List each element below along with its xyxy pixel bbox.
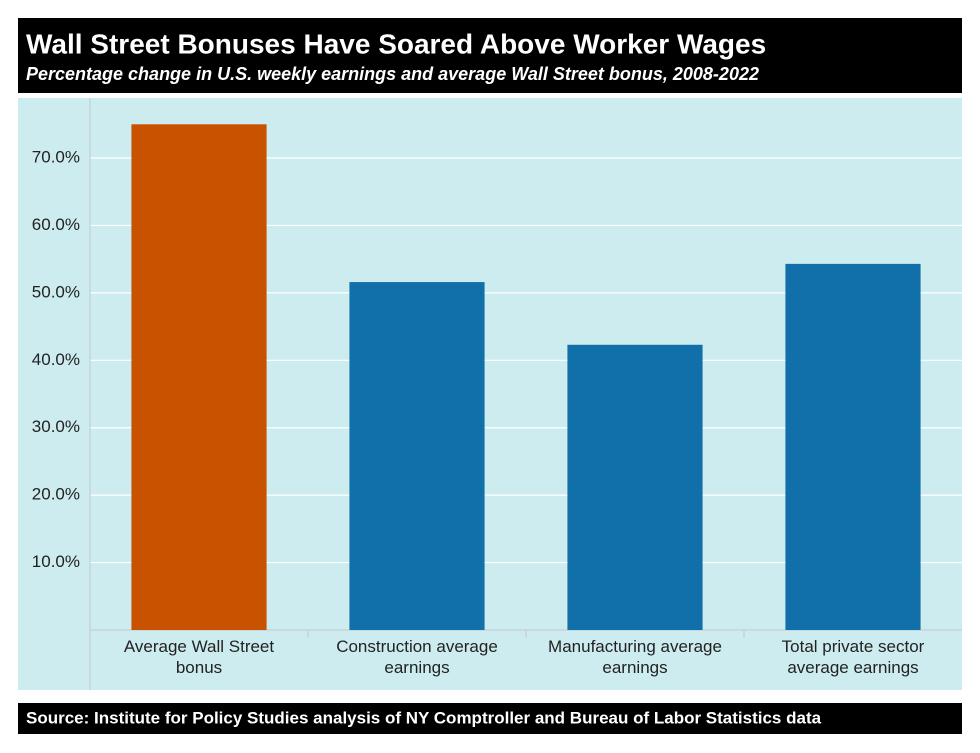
- chart-title: Wall Street Bonuses Have Soared Above Wo…: [26, 28, 766, 59]
- x-tick-label: Construction average earnings: [336, 637, 498, 677]
- x-tick-label: Total private sector average earnings: [781, 637, 925, 677]
- x-tick-label: Manufacturing average earnings: [548, 637, 722, 677]
- bar: [131, 124, 267, 631]
- source-bar: [18, 703, 962, 734]
- bar: [349, 282, 485, 630]
- y-tick-label: 10.0%: [32, 552, 80, 571]
- title-bar: [18, 18, 962, 93]
- y-tick-label: 60.0%: [32, 215, 80, 234]
- chart-subtitle: Percentage change in U.S. weekly earning…: [26, 64, 759, 84]
- bar: [567, 344, 703, 630]
- y-tick-label: 70.0%: [32, 147, 80, 166]
- y-tick-label: 30.0%: [32, 417, 80, 436]
- y-tick-label: 20.0%: [32, 485, 80, 504]
- source: Source: Institute for Policy Studies ana…: [26, 708, 822, 727]
- y-tick-label: 50.0%: [32, 282, 80, 301]
- bar: [785, 263, 921, 630]
- x-tick-label: Average Wall Street bonus: [123, 637, 275, 677]
- y-tick-label: 40.0%: [32, 350, 80, 369]
